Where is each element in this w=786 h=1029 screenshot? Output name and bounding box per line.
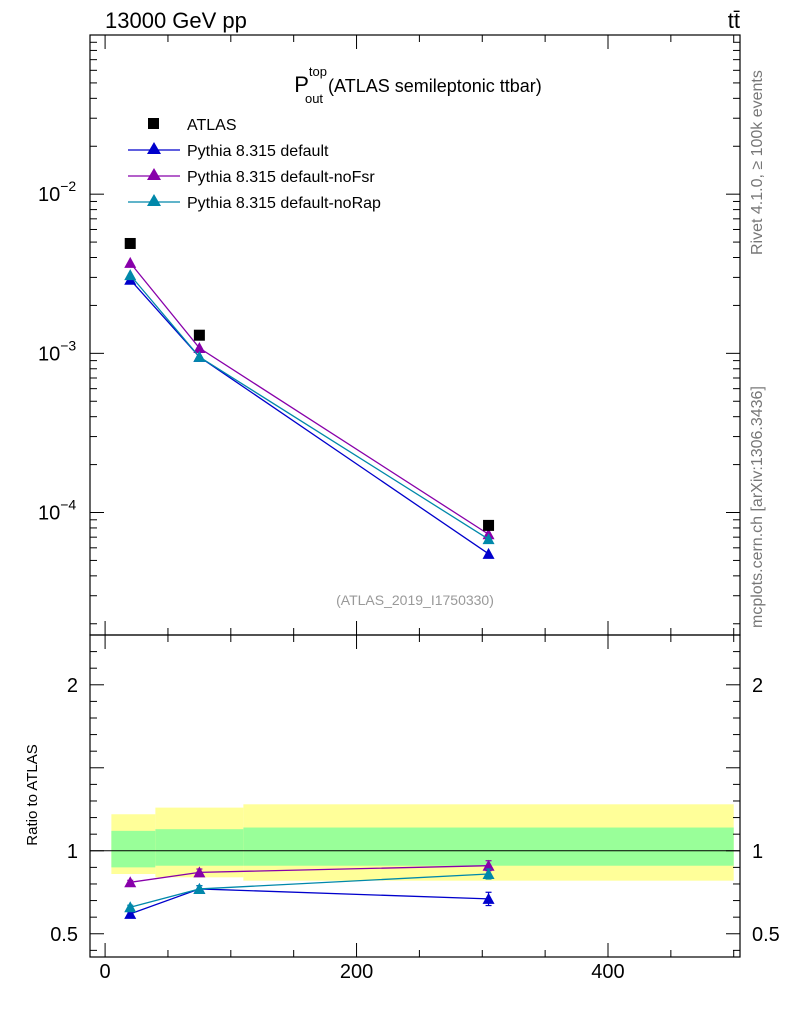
process-label: tt̄ xyxy=(728,8,740,33)
x-tick-label: 200 xyxy=(340,961,373,983)
analysis-label: (ATLAS_2019_I1750330) xyxy=(336,592,494,608)
main-point-default xyxy=(482,547,495,559)
y-tick-label: 10−4 xyxy=(38,497,76,525)
legend-atlas-label: ATLAS xyxy=(187,117,237,134)
mcplots-label: mcplots.cern.ch [arXiv:1306.3436] xyxy=(749,386,766,628)
ratio-point-norap xyxy=(482,868,495,880)
legend-default-marker xyxy=(147,142,161,154)
y-tick-label: 10−3 xyxy=(38,337,76,365)
legend-norap-marker xyxy=(147,194,161,206)
legend-norap-label: Pythia 8.315 default-noRap xyxy=(187,195,381,212)
title-rest: (ATLAS semileptonic ttbar) xyxy=(323,76,542,96)
ratio-band-inner xyxy=(155,829,244,866)
y-tick-label-exponent: −3 xyxy=(60,337,76,353)
x-tick-label: 0 xyxy=(100,961,111,983)
legend-nofsr-marker xyxy=(147,168,161,180)
main-point-norap xyxy=(193,350,206,362)
x-tick-label: 400 xyxy=(591,961,624,983)
atlas-data-point xyxy=(124,237,136,249)
main-point-norap xyxy=(124,269,137,281)
ratio-band-inner xyxy=(243,827,734,866)
legend: ATLAS Pythia 8.315 default Pythia 8.315 … xyxy=(128,117,381,212)
ratio-y-tick-label-right: 1 xyxy=(752,841,763,863)
ratio-y-tick-label-right: 0.5 xyxy=(752,924,780,946)
ratio-y-tick-label-left: 2 xyxy=(67,675,78,697)
ratio-point-norap xyxy=(124,901,137,913)
rivet-version-label: Rivet 4.1.0, ≥ 100k events xyxy=(749,70,766,255)
ratio-point-nofsr xyxy=(482,859,495,871)
title-subscript: out xyxy=(305,91,323,106)
y-tick-label-base: 10 xyxy=(38,184,60,206)
atlas-data-point xyxy=(193,329,205,341)
main-point-nofsr xyxy=(193,342,206,354)
legend-atlas-marker xyxy=(148,118,159,129)
y-tick-label-exponent: −4 xyxy=(60,497,76,513)
y-tick-label-base: 10 xyxy=(38,503,60,525)
main-line-nofsr xyxy=(129,262,489,535)
ratio-y-tick-label-left: 1 xyxy=(67,841,78,863)
ratio-point-nofsr xyxy=(193,866,206,878)
main-line-default xyxy=(129,279,489,555)
plot-title: Ptop out (ATLAS semileptonic ttbar) xyxy=(294,64,542,106)
ratio-y-tick-label-right: 2 xyxy=(752,675,763,697)
ratio-y-axis-label: Ratio to ATLAS xyxy=(24,744,41,845)
title-superscript: top xyxy=(309,64,327,79)
main-point-nofsr xyxy=(124,256,137,268)
atlas-data-point xyxy=(483,519,495,531)
ratio-point-default xyxy=(482,892,495,904)
title-main: P xyxy=(294,72,309,97)
y-tick-label: 10−2 xyxy=(38,178,76,206)
ratio-point-default xyxy=(124,907,137,919)
legend-default-label: Pythia 8.315 default xyxy=(187,143,329,160)
ratio-uncertainty-bands xyxy=(90,804,740,881)
y-tick-label-exponent: −2 xyxy=(60,178,76,194)
chart-marks xyxy=(124,237,495,919)
energy-label: 13000 GeV pp xyxy=(105,8,247,33)
main-point-norap xyxy=(482,533,495,545)
y-tick-label-base: 10 xyxy=(38,343,60,365)
ratio-y-tick-label-left: 0.5 xyxy=(50,924,78,946)
ratio-point-norap xyxy=(193,882,206,894)
ratio-point-nofsr xyxy=(124,876,137,888)
ratio-band-inner xyxy=(111,830,156,868)
ratio-plot-frame xyxy=(89,634,741,958)
legend-nofsr-label: Pythia 8.315 default-noFsr xyxy=(187,169,375,186)
